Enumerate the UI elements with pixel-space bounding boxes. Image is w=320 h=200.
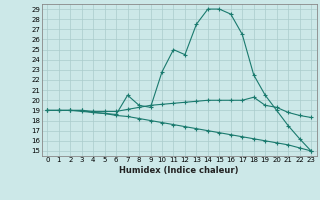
X-axis label: Humidex (Indice chaleur): Humidex (Indice chaleur) <box>119 166 239 175</box>
